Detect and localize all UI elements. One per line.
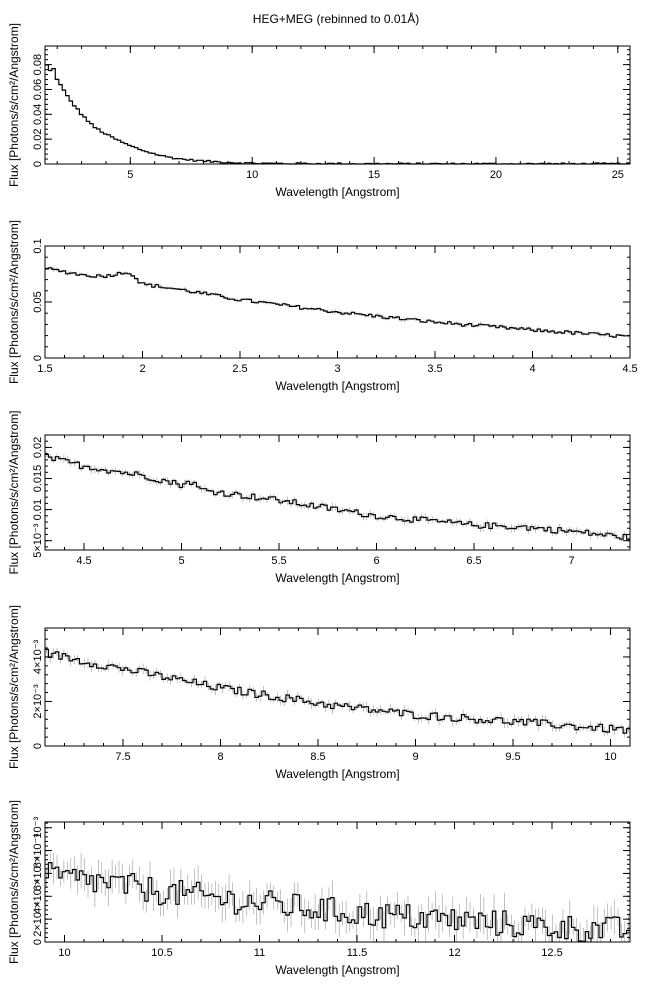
x-tick-label: 6.5 <box>466 555 481 567</box>
x-tick-label: 20 <box>490 169 502 181</box>
y-tick-label: 2×10⁻⁴ <box>32 901 44 937</box>
y-tick-label: 8×10⁻⁴ <box>32 833 44 869</box>
error-bars <box>46 852 629 942</box>
axis-ticks <box>44 245 631 359</box>
error-bars <box>46 64 629 164</box>
x-tick-label: 7 <box>568 555 574 567</box>
x-tick-label: 10.5 <box>151 947 172 959</box>
y-tick-label: 0.08 <box>32 54 44 75</box>
x-tick-label: 11.5 <box>347 947 368 959</box>
y-tick-label: 0 <box>32 939 44 945</box>
x-axis-label: Wavelength [Angstrom] <box>275 379 399 393</box>
y-tick-label: 0.015 <box>32 465 44 493</box>
x-axis-label: Wavelength [Angstrom] <box>275 767 399 781</box>
panel-2: 1.5 2 2.5 3 3.5 4 4.5 0 0.05 0.1 Wavelength [Angst… <box>7 220 638 393</box>
y-tick-label: 0.05 <box>32 291 44 312</box>
x-tick-label: 7.5 <box>115 751 130 763</box>
x-axis-label: Wavelength [Angstrom] <box>275 963 399 977</box>
y-tick-label: 0.06 <box>32 79 44 100</box>
x-tick-label: 9 <box>412 751 418 763</box>
panel-5: 10 10.5 11 11.5 12 12.5 0 2×10⁻⁴4×10⁻⁴6×10⁻⁴8×1… <box>7 800 631 977</box>
axis-ticks <box>44 434 631 550</box>
spectrum-line <box>45 648 630 734</box>
x-tick-label: 2 <box>139 363 145 375</box>
y-axis-label: Flux [Photons/s/cm²/Angstrom] <box>7 23 21 187</box>
y-axis-label: Flux [Photons/s/cm²/Angstrom] <box>7 220 21 384</box>
x-tick-label: 25 <box>612 169 624 181</box>
panel-4: 7.5 8 8.5 9 9.5 10 0 2×10⁻³ 4×10⁻³ Wavelength [An… <box>7 605 631 781</box>
figure-title: HEG+MEG (rebinned to 0.01Å) <box>253 11 419 26</box>
x-tick-label: 10 <box>246 169 258 181</box>
y-axis-label: Flux [Photons/s/cm²/Angstrom] <box>7 800 21 964</box>
y-tick-label: 10⁻³ <box>32 817 44 839</box>
x-tick-label: 9.5 <box>505 751 520 763</box>
plot-frame <box>44 45 631 165</box>
x-tick-label: 12.5 <box>541 947 562 959</box>
y-tick-label: 6×10⁻⁴ <box>32 856 44 892</box>
x-tick-label: 4 <box>529 363 535 375</box>
x-tick-label: 3.5 <box>427 363 442 375</box>
y-axis-label: Flux [Photons/s/cm²/Angstrom] <box>7 605 21 769</box>
x-tick-label: 8.5 <box>310 751 325 763</box>
plot-frame <box>44 434 631 551</box>
x-tick-label: 12 <box>448 947 460 959</box>
x-axis-label: Wavelength [Angstrom] <box>275 571 399 585</box>
x-tick-label: 4.5 <box>622 363 637 375</box>
panel-1: 5 10 15 20 25 0 0.02 0.04 0.06 0.08 Wavelength [An… <box>7 23 631 199</box>
x-tick-label: 15 <box>368 169 380 181</box>
y-tick-label: 0 <box>32 161 44 167</box>
plot-frame <box>44 627 631 747</box>
y-tick-label: 2×10⁻³ <box>32 684 44 719</box>
y-tick-label: 0 <box>32 743 44 749</box>
x-tick-label: 4.5 <box>76 555 91 567</box>
axis-ticks <box>45 46 630 165</box>
y-tick-label: 0.1 <box>32 238 44 253</box>
y-tick-label: 0.04 <box>32 104 44 125</box>
x-tick-label: 6 <box>373 555 379 567</box>
y-tick-label: 5×10⁻³ <box>32 523 44 558</box>
y-tick-label: 0.02 <box>32 437 44 458</box>
x-tick-label: 2.5 <box>232 363 247 375</box>
axis-ticks <box>44 822 631 943</box>
spectrum-line <box>45 64 630 165</box>
x-tick-label: 5.5 <box>271 555 286 567</box>
spectrum-line <box>45 453 630 540</box>
x-tick-label: 10 <box>604 751 616 763</box>
x-tick-label: 1.5 <box>37 363 52 375</box>
spectrum-line <box>45 862 630 942</box>
y-tick-label: 0.02 <box>32 128 44 149</box>
y-tick-label: 0 <box>32 355 44 361</box>
spectrum-line <box>45 267 630 338</box>
x-tick-label: 11 <box>254 947 265 959</box>
error-bars <box>46 452 629 542</box>
x-tick-label: 5 <box>178 555 184 567</box>
y-axis-label: Flux [Photons/s/cm²/Angstrom] <box>7 410 21 574</box>
x-tick-label: 8 <box>217 751 223 763</box>
panel-3: 4.5 5 5.5 6 6.5 7 5×10⁻³ 0.01 0.015 0.02 Wavelengt… <box>7 410 631 585</box>
x-tick-label: 10 <box>58 947 70 959</box>
axis-ticks <box>44 628 631 747</box>
y-tick-label: 0.01 <box>32 499 44 520</box>
y-tick-label: 4×10⁻⁴ <box>32 878 44 914</box>
plot-frame <box>44 245 631 359</box>
y-tick-label: 4×10⁻³ <box>32 639 44 674</box>
x-tick-label: 3 <box>334 363 340 375</box>
x-tick-label: 5 <box>127 169 133 181</box>
x-axis-label: Wavelength [Angstrom] <box>275 185 399 199</box>
